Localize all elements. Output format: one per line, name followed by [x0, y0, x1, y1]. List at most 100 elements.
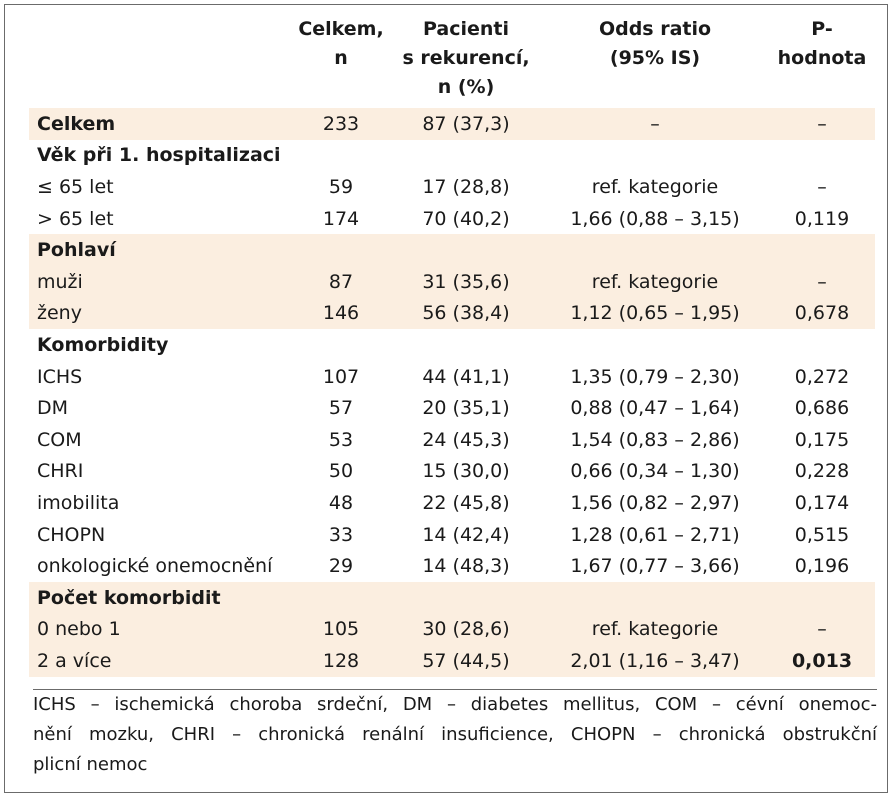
cell-recurrence: 14 (48,3) — [422, 555, 510, 578]
footnote-line: plicní nemoc — [33, 754, 148, 775]
table-body: Celkem 233 87 (37,3) – – Věk při 1. hospitali… — [29, 108, 875, 677]
cell-recurrence: 17 (28,8) — [422, 175, 510, 198]
cell-recurrence: 70 (40,2) — [422, 207, 510, 230]
cell-odds-ratio: 2,01 (1,16 – 3,47) — [541, 645, 769, 677]
cell-total: 174 — [322, 207, 360, 230]
cell-recurrence: 14 (42,4) — [422, 523, 510, 546]
row-label: Komorbidity — [37, 333, 169, 356]
cell-total: 128 — [291, 645, 391, 677]
cell-total: 105 — [291, 613, 391, 646]
row-label: Počet komorbidit — [29, 581, 291, 614]
row-label: DM — [37, 397, 69, 420]
cell-recurrence: 22 (45,8) — [422, 491, 510, 514]
cell-total — [291, 329, 391, 361]
cell-p-value: 0,196 — [794, 555, 850, 578]
cell-p-value: – — [769, 108, 875, 140]
cell-recurrence: 31 (35,6) — [391, 265, 541, 298]
cell-recurrence — [391, 581, 541, 614]
row-label: ICHS — [37, 365, 83, 388]
cell-p-value: 0,678 — [769, 297, 875, 330]
cell-p-value: 0,228 — [794, 460, 850, 483]
cell-odds-ratio: 0,66 (0,34 – 1,30) — [570, 460, 740, 483]
row-label: COM — [37, 428, 82, 451]
cell-odds-ratio: 1,66 (0,88 – 3,15) — [570, 207, 740, 230]
cell-recurrence — [391, 329, 541, 361]
cell-odds-ratio: 1,28 (0,61 – 2,71) — [570, 523, 740, 546]
table-row: onkologické onemocnění 29 14 (48,3) 1,67 (0… — [29, 550, 875, 582]
header-odds-ratio: Odds ratio (95% IS) — [541, 15, 769, 108]
cell-odds-ratio: – — [541, 108, 769, 140]
cell-odds-ratio — [541, 234, 769, 266]
row-label: > 65 let — [37, 207, 114, 230]
table-row: 0 nebo 1 105 30 (28,6) ref. kategorie – — [29, 613, 875, 646]
cell-p-value: 0,515 — [794, 523, 850, 546]
cell-p-value: 0,175 — [794, 428, 850, 451]
row-label: Věk při 1. hospitalizaci — [37, 144, 281, 167]
cell-odds-ratio: ref. kategorie — [591, 175, 719, 198]
section-row: Počet komorbidit — [29, 581, 875, 614]
cell-total: 233 — [291, 108, 391, 140]
cell-odds-ratio: 1,67 (0,77 – 3,66) — [570, 555, 740, 578]
header-p-value: P-hodnota — [769, 15, 875, 108]
table-row: > 65 let 174 70 (40,2) 1,66 (0,88 – 3,15) 0,… — [29, 203, 875, 235]
cell-odds-ratio: 0,88 (0,47 – 1,64) — [570, 397, 740, 420]
cell-p-value — [769, 140, 875, 172]
cell-odds-ratio: ref. kategorie — [541, 265, 769, 298]
table-row: COM 53 24 (45,3) 1,54 (0,83 – 2,86) 0,175 — [29, 424, 875, 456]
table-frame: Celkem, n Pacienti s rekurencí, n (%) Od… — [4, 4, 888, 793]
cell-p-value: 0,119 — [794, 207, 850, 230]
header-row: Celkem, n Pacienti s rekurencí, n (%) Od… — [29, 15, 875, 108]
footnote-line: nění mozku, CHRI – chronická renální ins… — [33, 724, 877, 745]
cell-odds-ratio: 1,56 (0,82 – 2,97) — [570, 491, 740, 514]
cell-odds-ratio: 1,54 (0,83 – 2,86) — [570, 428, 740, 451]
table-row: CHOPN 33 14 (42,4) 1,28 (0,61 – 2,71) 0,515 — [29, 519, 875, 551]
table-row: imobilita 48 22 (45,8) 1,56 (0,82 – 2,97) 0,… — [29, 487, 875, 519]
cell-p-value — [769, 234, 875, 266]
cell-odds-ratio: 1,12 (0,65 – 1,95) — [541, 297, 769, 330]
cell-recurrence — [391, 234, 541, 266]
header-total-text: Celkem, n — [298, 18, 384, 69]
cell-total: 50 — [328, 460, 354, 483]
cell-recurrence — [391, 140, 541, 172]
cell-total — [291, 581, 391, 614]
cell-recurrence: 87 (37,3) — [391, 108, 541, 140]
cell-total: 29 — [328, 555, 354, 578]
table-row: DM 57 20 (35,1) 0,88 (0,47 – 1,64) 0,686 — [29, 392, 875, 424]
row-label: onkologické onemocnění — [37, 555, 273, 578]
cell-total: 107 — [322, 365, 360, 388]
cell-odds-ratio: 1,35 (0,79 – 2,30) — [570, 365, 740, 388]
row-label: CHOPN — [37, 523, 106, 546]
cell-total — [291, 234, 391, 266]
cell-p-value — [769, 329, 875, 361]
cell-odds-ratio: ref. kategorie — [541, 613, 769, 646]
row-label: 2 a více — [29, 645, 291, 677]
cell-recurrence: 56 (38,4) — [391, 297, 541, 330]
cell-p-value: – — [769, 613, 875, 646]
cell-total: 87 — [291, 265, 391, 298]
cell-p-value: 0,174 — [794, 491, 850, 514]
cell-p-value: 0,272 — [794, 365, 850, 388]
cell-total: 59 — [328, 175, 354, 198]
cell-total — [291, 140, 391, 172]
header-total: Celkem, n — [291, 15, 391, 108]
cell-p-value — [769, 581, 875, 614]
results-table: Celkem, n Pacienti s rekurencí, n (%) Od… — [29, 15, 875, 677]
footnote: ICHS – ischemická choroba srdeční, DM – … — [33, 689, 877, 780]
cell-p-value: – — [817, 175, 827, 198]
cell-p-value: 0,686 — [794, 397, 850, 420]
table-row: ženy 146 56 (38,4) 1,12 (0,65 – 1,95) 0,678 — [29, 297, 875, 330]
cell-total: 57 — [328, 397, 354, 420]
cell-recurrence: 20 (35,1) — [422, 397, 510, 420]
table-row: ICHS 107 44 (41,1) 1,35 (0,79 – 2,30) 0,272 — [29, 361, 875, 393]
header-odds-ratio-text: Odds ratio (95% IS) — [598, 18, 712, 69]
row-label: 0 nebo 1 — [29, 613, 291, 646]
header-p-value-text: P-hodnota — [777, 18, 867, 69]
footnote-line: ICHS – ischemická choroba srdeční, DM – … — [33, 694, 877, 715]
cell-p-value: – — [769, 265, 875, 298]
cell-odds-ratio — [541, 329, 769, 361]
cell-recurrence: 57 (44,5) — [391, 645, 541, 677]
row-label: ženy — [29, 297, 291, 330]
row-label: imobilita — [37, 491, 120, 514]
row-label: ≤ 65 let — [37, 175, 114, 198]
section-row: Pohlaví — [29, 234, 875, 266]
